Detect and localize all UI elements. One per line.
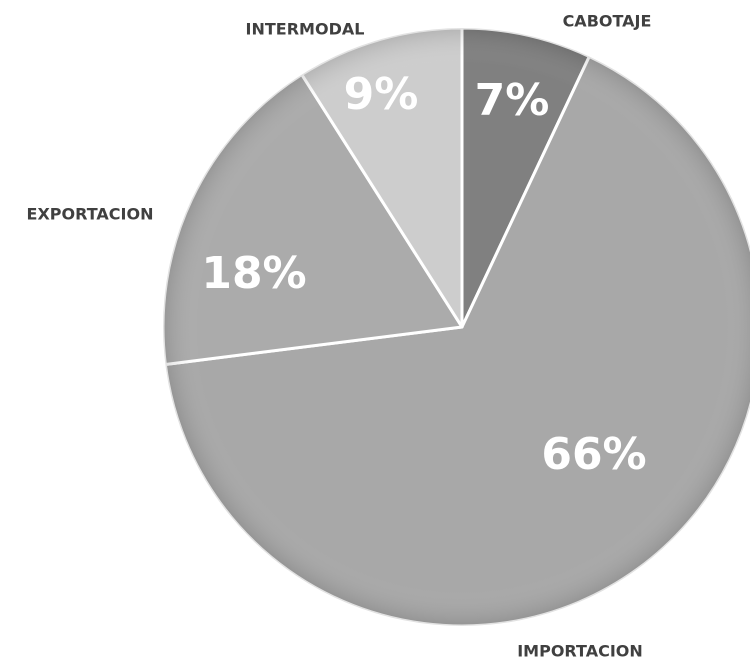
data-label: 66% bbox=[541, 429, 646, 480]
data-label: 9% bbox=[344, 69, 419, 120]
category-label: IMPORTACION bbox=[517, 642, 643, 661]
category-label: INTERMODAL bbox=[246, 20, 365, 39]
data-label: 18% bbox=[201, 248, 306, 299]
category-label: EXPORTACION bbox=[27, 205, 154, 224]
data-label: 7% bbox=[475, 75, 550, 126]
category-label: CABOTAJE bbox=[563, 12, 652, 31]
